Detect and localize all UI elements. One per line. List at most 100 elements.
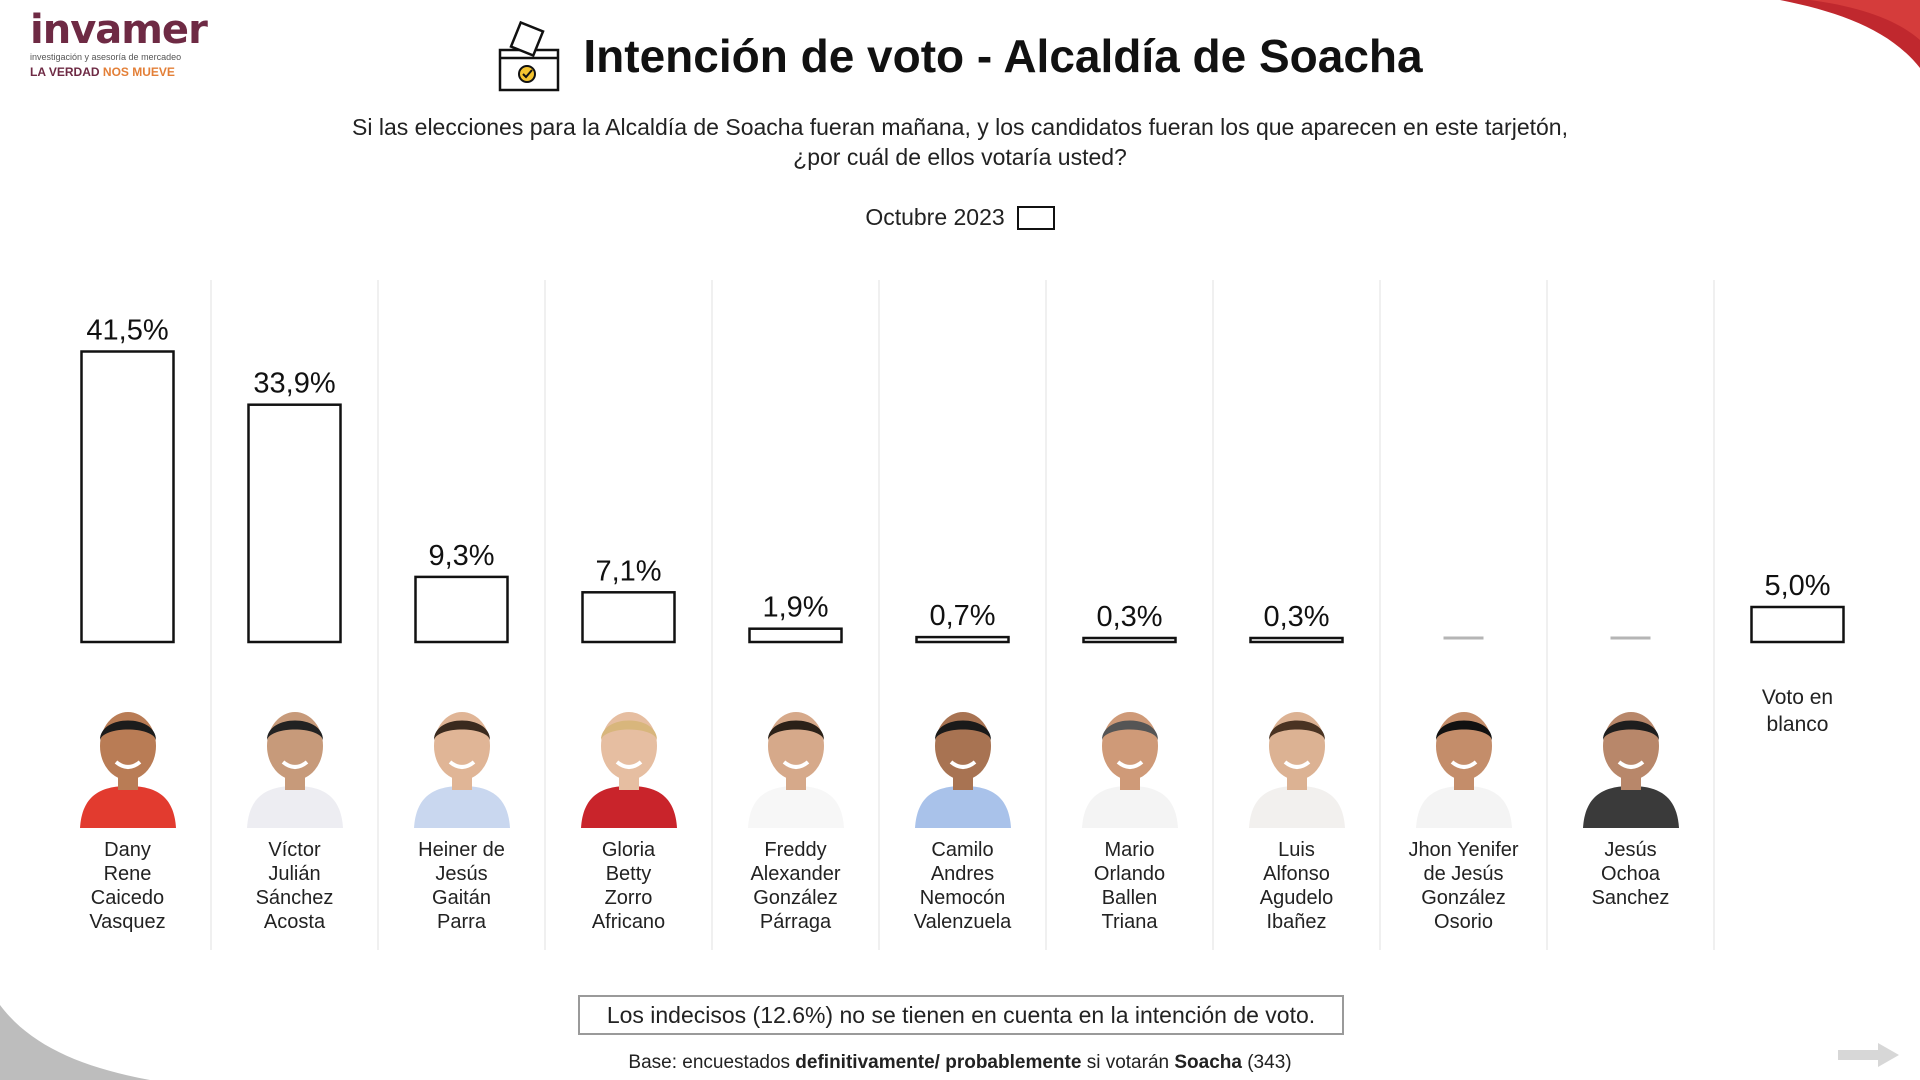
candidate-name-line: Andres (930, 863, 995, 885)
bar-chart: 41,5% 33,9% 9,3% 7,1% 1,9% 0,7% 0,3% 0,3% 5,0% (80, 280, 1845, 950)
candidate-name-line: Ochoa (1601, 863, 1660, 885)
candidate-photo (1582, 712, 1679, 828)
candidate-photo (747, 712, 844, 828)
bar (1249, 636, 1344, 644)
candidate-name-line: Camilo (931, 839, 994, 861)
candidate-name-line: Alfonso (1263, 863, 1330, 885)
candidate-name-line: Ibañez (1266, 911, 1327, 933)
blank-vote-line-2: blanco (1766, 713, 1829, 736)
corner-decoration (0, 1005, 150, 1080)
slogan-part1: LA VERDAD (30, 65, 100, 79)
base-suffix: (343) (1241, 1052, 1292, 1073)
data-label: 33,9% (253, 368, 335, 400)
candidate-name-line: Julián (268, 863, 321, 885)
survey-question: Si las elecciones para la Alcaldía de So… (260, 112, 1660, 172)
bar (247, 403, 342, 644)
candidate-name-line: Luis (1278, 839, 1315, 861)
candidate-name-line: González (1421, 887, 1506, 909)
candidate-photo (413, 712, 510, 828)
candidate-name: Mario Orlando Ballen Triana (1055, 838, 1205, 934)
candidate-name-line: Freddy (764, 839, 827, 861)
candidate-name: Freddy Alexander González Párraga (721, 838, 871, 934)
header: Intención de voto - Alcaldía de Soacha (0, 12, 1920, 100)
candidate-name-line: Rene (103, 863, 152, 885)
candidate-name-line: Triana (1101, 911, 1158, 933)
candidate-name-line: Alexander (750, 863, 841, 885)
bar (414, 575, 509, 644)
base-bold-1: definitivamente/ probablemente (795, 1052, 1082, 1073)
base-note: Base: encuestados definitivamente/ proba… (0, 1052, 1920, 1074)
data-label: 41,5% (86, 315, 168, 347)
page-title: Intención de voto - Alcaldía de Soacha (583, 30, 1423, 82)
bar (748, 627, 843, 644)
brand-logo: invamer investigación y asesoría de merc… (30, 6, 208, 88)
candidate-name-line: Jesús (435, 863, 488, 885)
candidate-name: Jhon Yenifer de Jesús González Osorio (1389, 838, 1539, 934)
base-prefix: Base: encuestados (628, 1052, 796, 1073)
undecided-note-text: Los indecisos (12.6%) no se tienen en cu… (606, 1001, 1316, 1028)
candidate-name-line: Jesús (1604, 839, 1657, 861)
candidate-name-line: Ballen (1101, 887, 1158, 909)
chart-legend: Octubre 2023 (0, 204, 1920, 231)
candidate-name-line: Víctor (268, 839, 321, 861)
candidate-name: Camilo Andres Nemocón Valenzuela (888, 838, 1038, 934)
bar (80, 350, 175, 644)
data-label: 0,7% (929, 600, 995, 632)
candidate-name-line: Zorro (604, 887, 653, 909)
candidate-name: Gloria Betty Zorro Africano (554, 838, 704, 934)
bar (581, 591, 676, 644)
candidate-name-line: de Jesús (1423, 863, 1504, 885)
candidate-name-line: Gloria (601, 839, 656, 861)
candidate-name-line: Gaitán (432, 887, 491, 909)
data-label: 0,3% (1096, 601, 1162, 633)
candidate-name-line: Nemocón (919, 887, 1006, 909)
candidate-name: Heiner de Jesús Gaitán Parra (387, 838, 537, 934)
slogan-part2: NOS MUEVE (102, 65, 175, 79)
legend-swatch (1016, 205, 1055, 230)
candidate-name-line: Sanchez (1591, 887, 1670, 909)
candidate-name-line: Dany (104, 839, 151, 861)
candidate-name-line: Mario (1104, 839, 1155, 861)
candidate-name: Luis Alfonso Agudelo Ibañez (1222, 838, 1372, 934)
candidate-name-line: Sánchez (255, 887, 334, 909)
ballot-box-icon (499, 20, 560, 92)
candidate-name: Jesús Ochoa Sanchez (1556, 838, 1706, 910)
undecided-note: Los indecisos (12.6%) no se tienen en cu… (578, 995, 1344, 1035)
candidate-name-line: Párraga (759, 911, 832, 933)
next-arrow-icon[interactable] (1838, 1042, 1900, 1068)
brand-name: invamer (30, 7, 208, 53)
candidate-photo (246, 712, 343, 828)
legend-label: Octubre 2023 (865, 204, 1005, 230)
corner-decoration (1780, 0, 1920, 68)
candidate-name: Dany Rene Caicedo Vasquez (53, 838, 203, 934)
data-label: 0,3% (1263, 601, 1329, 633)
blank-vote-line-1: Voto en (1761, 686, 1834, 709)
base-bold-2: Soacha (1174, 1052, 1242, 1073)
candidate-photo (580, 712, 677, 828)
brand-slogan: LA VERDAD NOS MUEVE (30, 63, 195, 81)
candidate-name-line: Heiner de (418, 839, 505, 861)
candidate-name-line: Parra (437, 911, 486, 933)
candidate-name-line: Orlando (1093, 863, 1166, 885)
candidate-name-line: Valenzuela (913, 911, 1012, 933)
question-line-2: ¿por cuál de ellos votaría usted? (793, 144, 1127, 170)
candidate-name-line: Betty (605, 863, 652, 885)
candidate-photo (914, 712, 1011, 828)
data-label: 7,1% (595, 555, 661, 587)
bar (1082, 636, 1177, 644)
data-label: 5,0% (1764, 570, 1830, 602)
base-mid: si votarán (1081, 1052, 1175, 1073)
candidate-photo (1415, 712, 1512, 828)
candidate-name-line: Acosta (263, 911, 326, 933)
candidate-photo (1248, 712, 1345, 828)
data-label: 9,3% (428, 540, 494, 572)
candidate-name-line: Agudelo (1259, 887, 1334, 909)
candidate-name-line: González (753, 887, 838, 909)
candidate-name: Víctor Julián Sánchez Acosta (220, 838, 370, 934)
bar (1750, 605, 1845, 644)
blank-vote-label: Voto en blanco (1723, 684, 1873, 738)
candidate-name-line: Osorio (1434, 911, 1493, 933)
brand-tagline: investigación y asesoría de mercadeo (30, 52, 182, 62)
candidate-name-line: Caicedo (90, 887, 165, 909)
candidate-photo (1081, 712, 1178, 828)
